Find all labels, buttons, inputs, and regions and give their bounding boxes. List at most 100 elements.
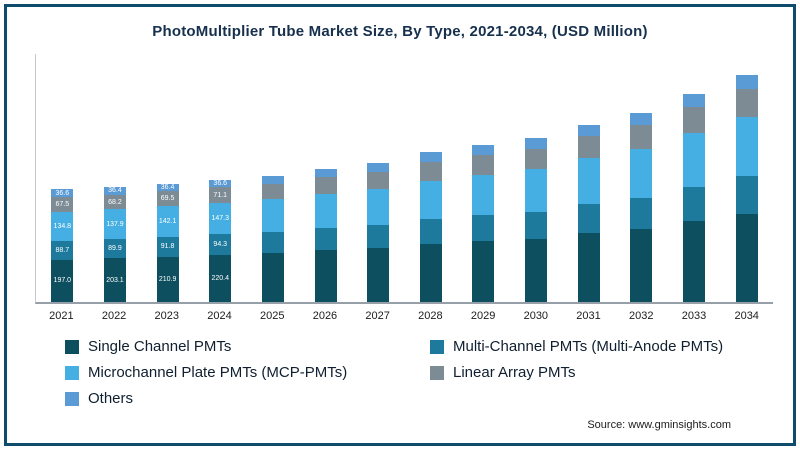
bar-segment-linear-array-pmts [735, 89, 758, 118]
legend-item-multi-channel-pmts-multi-anode-pmts: Multi-Channel PMTs (Multi-Anode PMTs) [430, 338, 760, 355]
bar-segment-microchannel-plate-pmts-mcp-pmts: 142.1 [156, 206, 179, 237]
bar-segment-microchannel-plate-pmts-mcp-pmts [525, 169, 548, 212]
stacked-bar-2024: 220.4 94.3 147.3 71.1 36.6 [209, 179, 232, 302]
legend-item-others: Others [65, 390, 430, 407]
x-axis-label-2034: 2034 [734, 310, 759, 322]
stacked-bar-2032 [630, 113, 653, 302]
bar-segment-others [630, 113, 653, 126]
stacked-bar-2029 [472, 145, 495, 302]
bar-segment-microchannel-plate-pmts-mcp-pmts [735, 117, 758, 177]
stacked-bar-2023: 210.9 91.8 142.1 69.5 36.4 [156, 183, 179, 302]
bar-column-2032 [615, 54, 668, 302]
bar-value-label: 36.4 [108, 187, 122, 195]
legend-item-single-channel-pmts: Single Channel PMTs [65, 338, 430, 355]
bar-segment-linear-array-pmts [261, 183, 284, 200]
bar-segment-multi-channel-pmts-multi-anode-pmts [261, 232, 284, 253]
x-axis-label-2026: 2026 [312, 310, 338, 322]
bar-segment-multi-channel-pmts-multi-anode-pmts: 89.9 [103, 239, 126, 259]
bar-segment-microchannel-plate-pmts-mcp-pmts [577, 158, 600, 205]
legend-label: Others [88, 390, 134, 407]
bar-segment-others [419, 152, 442, 163]
x-axis-label-2021: 2021 [49, 310, 74, 322]
stacked-bar-2027 [367, 162, 390, 302]
source-text: Source: www.gminsights.com [587, 419, 731, 431]
bar-segment-microchannel-plate-pmts-mcp-pmts [419, 180, 442, 220]
bar-segment-linear-array-pmts [472, 155, 495, 175]
bar-segment-multi-channel-pmts-multi-anode-pmts [735, 176, 758, 214]
bar-value-label: 134.8 [53, 222, 72, 230]
bar-segment-linear-array-pmts: 67.5 [51, 197, 74, 212]
bar-segment-linear-array-pmts [577, 136, 600, 159]
bar-segment-others: 36.6 [51, 189, 74, 198]
bar-segment-multi-channel-pmts-multi-anode-pmts [314, 228, 337, 251]
bar-segment-single-channel-pmts [630, 228, 653, 302]
legend-label: Microchannel Plate PMTs (MCP-PMTs) [88, 364, 348, 381]
bar-value-label: 197.0 [53, 277, 72, 285]
legend-item-microchannel-plate-pmts-mcp-pmts: Microchannel Plate PMTs (MCP-PMTs) [65, 364, 430, 381]
bar-column-2023: 210.9 91.8 142.1 69.5 36.4 [141, 54, 194, 302]
bar-segment-others: 36.6 [209, 179, 232, 188]
chart-card: PhotoMultiplier Tube Market Size, By Typ… [4, 4, 796, 446]
legend-label: Linear Array PMTs [453, 364, 576, 381]
bar-segment-microchannel-plate-pmts-mcp-pmts [472, 174, 495, 216]
bar-segment-multi-channel-pmts-multi-anode-pmts [683, 186, 705, 222]
legend-swatch-icon [430, 339, 444, 354]
bar-segment-multi-channel-pmts-multi-anode-pmts [525, 211, 548, 239]
bar-segment-microchannel-plate-pmts-mcp-pmts [683, 133, 705, 187]
plot-area: 197.0 88.7 134.8 67.5 36.6 203.1 89.9 137.9 68.2… [35, 54, 773, 304]
bar-column-2031 [562, 54, 615, 302]
bar-segment-others: 36.4 [156, 183, 179, 192]
bar-segment-single-channel-pmts: 220.4 [209, 254, 232, 302]
bar-segment-microchannel-plate-pmts-mcp-pmts: 137.9 [103, 209, 126, 240]
bar-segment-microchannel-plate-pmts-mcp-pmts [261, 199, 284, 233]
bar-segment-multi-channel-pmts-multi-anode-pmts [419, 219, 442, 244]
bar-value-label: 88.7 [55, 246, 70, 254]
x-axis-label-2024: 2024 [207, 310, 232, 322]
bar-segment-microchannel-plate-pmts-mcp-pmts: 147.3 [209, 202, 232, 235]
bar-segment-multi-channel-pmts-multi-anode-pmts [630, 197, 653, 229]
bar-segment-others [314, 168, 337, 178]
bar-segment-single-channel-pmts [367, 247, 390, 302]
bar-segment-linear-array-pmts [419, 162, 442, 181]
bar-segment-linear-array-pmts [525, 148, 548, 170]
bar-segment-others [683, 93, 705, 108]
bar-segment-multi-channel-pmts-multi-anode-pmts [472, 215, 495, 242]
bar-value-label: 67.5 [55, 200, 70, 208]
legend-label: Single Channel PMTs [88, 338, 232, 355]
bar-segment-others [577, 125, 600, 137]
chart-title: PhotoMultiplier Tube Market Size, By Typ… [152, 23, 648, 40]
bar-segment-multi-channel-pmts-multi-anode-pmts [577, 204, 600, 234]
bar-segment-single-channel-pmts [419, 243, 442, 302]
bar-value-label: 142.1 [158, 218, 177, 226]
bar-value-label: 137.9 [106, 220, 124, 228]
bar-column-2033 [668, 54, 721, 302]
x-axis-label-2028: 2028 [418, 310, 443, 322]
legend-label: Multi-Channel PMTs (Multi-Anode PMTs) [453, 338, 724, 355]
bar-segment-single-channel-pmts [735, 213, 758, 302]
bar-column-2027 [352, 54, 405, 302]
stacked-bar-2034 [735, 74, 758, 302]
bar-value-label: 210.9 [158, 275, 177, 283]
bar-segment-linear-array-pmts: 69.5 [156, 191, 179, 207]
bar-segment-single-channel-pmts [472, 241, 495, 302]
bar-segment-linear-array-pmts [683, 107, 705, 134]
bar-column-2029 [457, 54, 510, 302]
bar-value-label: 203.1 [106, 276, 124, 284]
bar-segment-multi-channel-pmts-multi-anode-pmts: 91.8 [156, 236, 179, 257]
bar-column-2034 [720, 54, 773, 302]
x-axis-label-2033: 2033 [681, 310, 707, 322]
bar-segment-multi-channel-pmts-multi-anode-pmts: 94.3 [209, 234, 232, 255]
bar-segment-others [525, 138, 548, 149]
bar-segment-others [735, 74, 758, 90]
bar-column-2025 [247, 54, 300, 302]
bar-segment-multi-channel-pmts-multi-anode-pmts [367, 224, 390, 248]
stacked-bar-2033 [683, 93, 705, 302]
stacked-bar-2022: 203.1 89.9 137.9 68.2 36.4 [103, 186, 126, 302]
bar-column-2026 [299, 54, 352, 302]
legend-item-linear-array-pmts: Linear Array PMTs [430, 364, 760, 381]
bar-segment-single-channel-pmts [577, 233, 600, 302]
stacked-bar-2028 [419, 152, 442, 302]
bar-column-2021: 197.0 88.7 134.8 67.5 36.6 [36, 54, 89, 302]
x-axis-label-2022: 2022 [101, 310, 127, 322]
bar-segment-linear-array-pmts [367, 171, 390, 189]
